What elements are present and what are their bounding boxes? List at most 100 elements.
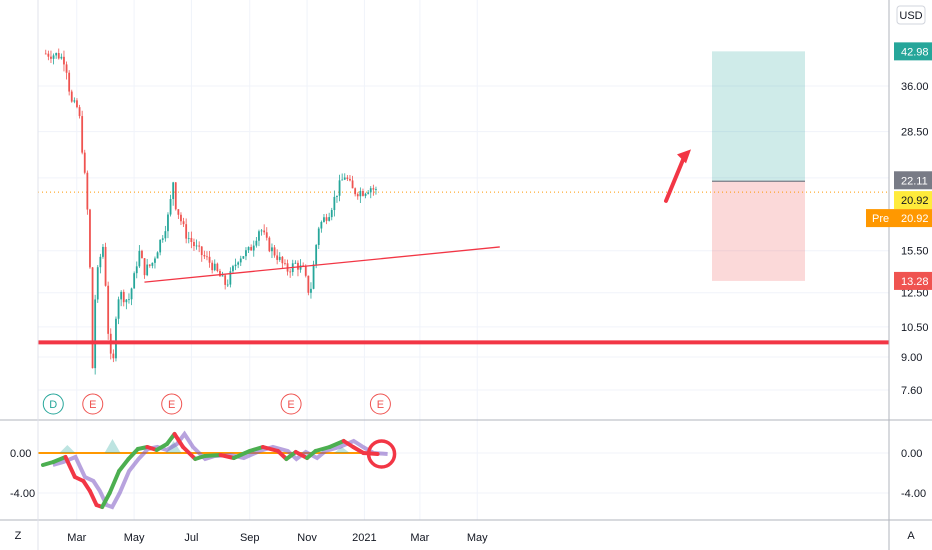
candle-body xyxy=(94,299,97,369)
price-tick-label: 12.50 xyxy=(901,288,929,300)
candle-body xyxy=(328,217,331,221)
badge-bg xyxy=(894,171,932,190)
indicator-tick-label: -4.00 xyxy=(901,488,926,500)
indicator-line-segment xyxy=(361,451,380,456)
indicator-left-tick-label: -4.00 xyxy=(10,488,35,500)
time-axis[interactable]: Mar May Jul Sep Nov 2021 Mar May xyxy=(67,532,488,544)
candle-body xyxy=(60,56,63,59)
corner-controls: Z A xyxy=(15,530,916,542)
trendline[interactable] xyxy=(144,246,500,283)
candle-body xyxy=(265,232,268,238)
indicator-line-segment xyxy=(202,453,223,458)
candle-body xyxy=(237,262,240,265)
candle-body xyxy=(206,256,208,258)
indicator-line-segment xyxy=(247,445,265,453)
position-target-zone[interactable] xyxy=(712,51,805,182)
candle-body xyxy=(133,273,136,289)
time-tick-label: May xyxy=(467,532,488,544)
indicator-axis[interactable]: 0.00 0.00 -4.00 -4.00 xyxy=(10,448,926,500)
marker-circle[interactable] xyxy=(280,393,302,415)
indicator-line-segment xyxy=(87,489,99,507)
marker-circle[interactable] xyxy=(42,393,64,415)
long-position-tool[interactable] xyxy=(712,51,805,281)
time-tick-label: May xyxy=(124,532,145,544)
candle-body xyxy=(252,245,255,251)
candle-body xyxy=(167,214,169,232)
candle-body xyxy=(245,250,247,257)
candle-body xyxy=(281,256,284,264)
candle-body xyxy=(229,271,232,285)
candle-body xyxy=(367,192,370,194)
candle-body xyxy=(289,271,292,273)
drawings[interactable] xyxy=(38,149,889,345)
highlight-circle[interactable] xyxy=(366,439,397,469)
badge-value: 20.92 xyxy=(901,195,929,207)
candle-body xyxy=(86,172,89,210)
indicator-line-segment xyxy=(107,469,122,495)
badge-bg xyxy=(894,191,932,210)
candle-body xyxy=(263,230,266,233)
indicator-line-segment xyxy=(327,439,346,449)
candle-body xyxy=(260,230,263,232)
currency-button[interactable] xyxy=(896,5,926,25)
candle-body xyxy=(320,221,323,229)
candle-body xyxy=(57,53,60,59)
candle-body xyxy=(356,194,359,197)
earnings-marker[interactable]: E xyxy=(82,393,104,415)
price-tick-label: 9.00 xyxy=(901,352,922,364)
earnings-marker[interactable]: E xyxy=(280,393,302,415)
candle-body xyxy=(115,318,117,359)
candle-body xyxy=(258,231,260,241)
marker-circle[interactable] xyxy=(369,393,391,415)
time-tick-label: Nov xyxy=(297,532,317,544)
candle-body xyxy=(148,264,151,266)
indicator-line-segment xyxy=(63,455,77,479)
candle-body xyxy=(125,299,128,303)
candle-body xyxy=(193,241,195,247)
indicator-line-segment xyxy=(51,455,68,464)
candle-body xyxy=(336,195,338,197)
price-tick-label: 10.50 xyxy=(901,322,929,334)
badge-label: Pre xyxy=(872,213,889,225)
badge-bg xyxy=(894,271,932,290)
earnings-marker[interactable]: E xyxy=(161,393,183,415)
arrow-head[interactable] xyxy=(677,149,691,164)
price-badge: Pre 20.92 xyxy=(866,209,932,228)
candle-body xyxy=(141,250,143,259)
time-tick-label: Sep xyxy=(240,532,260,544)
position-stop-zone[interactable] xyxy=(712,181,805,281)
candle-body xyxy=(276,255,279,260)
indicator-line-segment xyxy=(313,445,332,453)
arrow-shaft[interactable] xyxy=(664,155,686,203)
candle-body xyxy=(50,56,52,59)
indicator-left-tick-label: 0.00 xyxy=(10,448,31,460)
candle-body xyxy=(369,188,372,193)
candle-body xyxy=(232,266,234,272)
time-tick-label: Jul xyxy=(184,532,198,544)
candle-body xyxy=(294,262,297,264)
candle-body xyxy=(315,245,318,265)
dividend-marker[interactable]: D xyxy=(42,393,64,415)
indicator-line-segment xyxy=(231,449,252,460)
indicator-signal-line xyxy=(52,430,388,510)
candle-body xyxy=(333,196,336,211)
candle-body xyxy=(112,353,115,359)
price-tick-label: 28.50 xyxy=(901,127,929,139)
candle-body xyxy=(312,264,315,289)
candle-body xyxy=(78,107,81,117)
candle-body xyxy=(65,64,68,73)
marker-circle[interactable] xyxy=(82,393,104,415)
candle-body xyxy=(73,100,76,102)
candle-body xyxy=(154,258,156,263)
candle-body xyxy=(359,190,362,197)
candle-body xyxy=(372,188,375,190)
indicator-line-segment xyxy=(218,453,236,460)
auto-scale-toggle[interactable]: A xyxy=(907,530,915,542)
earnings-marker[interactable]: E xyxy=(369,393,391,415)
candle-body xyxy=(268,237,271,252)
marker-circle[interactable] xyxy=(161,393,183,415)
log-scale-toggle[interactable]: Z xyxy=(15,530,22,542)
